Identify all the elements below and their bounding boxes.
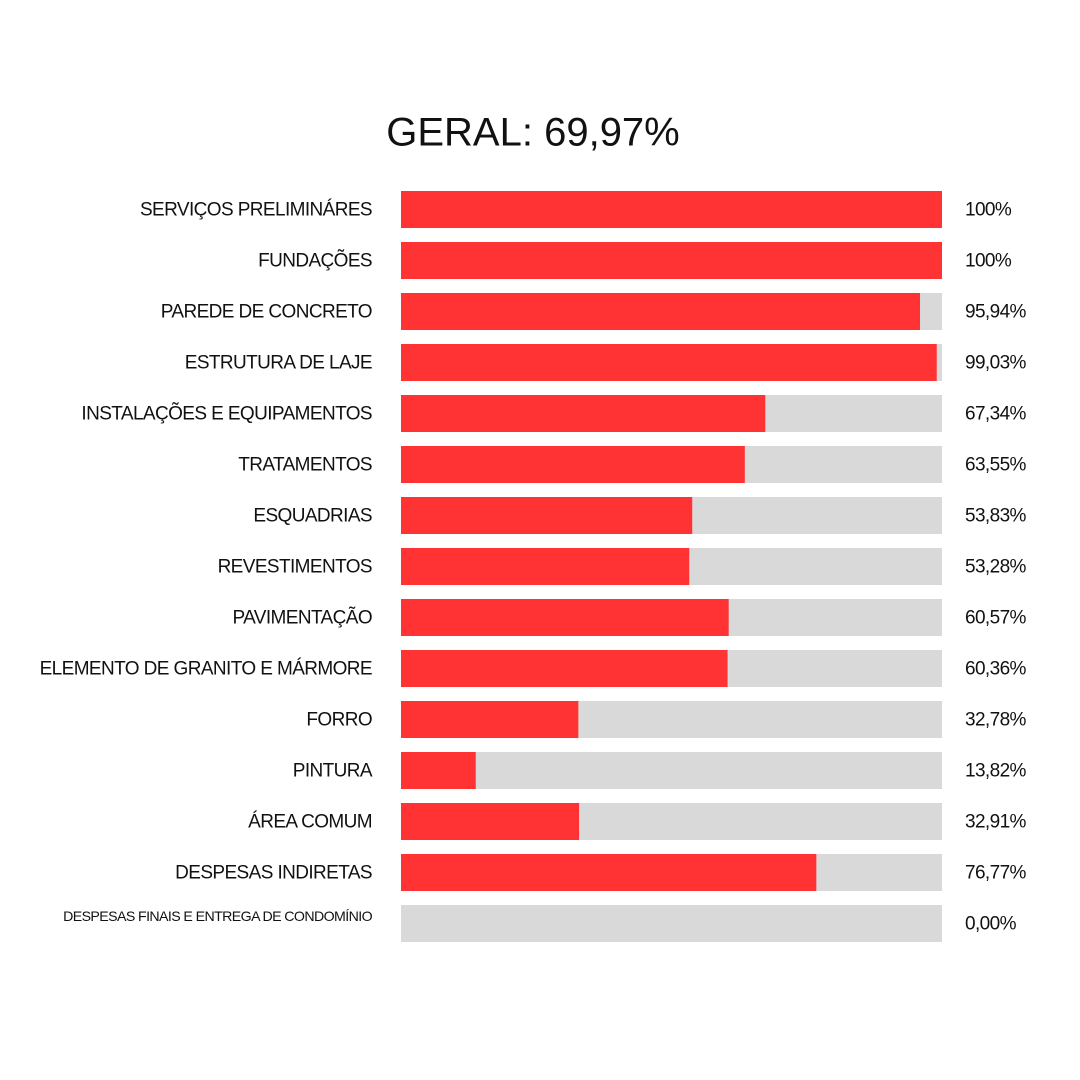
category-label: FUNDAÇÕES — [258, 250, 372, 272]
value-label: 32,78% — [965, 710, 1027, 731]
value-label: 53,83% — [965, 506, 1027, 527]
bar — [401, 650, 728, 687]
value-label: 99,03% — [965, 353, 1027, 374]
category-label: REVESTIMENTOS — [218, 557, 372, 578]
category-label: PAREDE DE CONCRETO — [161, 302, 372, 323]
bar — [401, 548, 690, 585]
category-label: ESTRUTURA DE LAJE — [185, 353, 372, 374]
bar — [401, 599, 729, 636]
bar — [401, 242, 942, 279]
category-label: PAVIMENTAÇÃO — [232, 607, 372, 629]
value-label: 76,77% — [965, 863, 1027, 884]
category-label: ÁREA COMUM — [248, 812, 372, 833]
track — [401, 752, 942, 789]
value-label: 100% — [965, 200, 1012, 221]
bar — [401, 395, 766, 432]
chart-title: GERAL: 69,97% — [386, 111, 680, 155]
value-label: 53,28% — [965, 557, 1027, 578]
value-label: 63,55% — [965, 455, 1027, 476]
category-label: ESQUADRIAS — [253, 506, 372, 527]
value-label: 67,34% — [965, 404, 1027, 425]
value-label: 13,82% — [965, 761, 1027, 782]
bar — [401, 854, 817, 891]
category-label: DESPESAS INDIRETAS — [175, 863, 372, 884]
category-label: TRATAMENTOS — [238, 455, 372, 476]
bar — [401, 344, 937, 381]
value-label: 32,91% — [965, 812, 1027, 833]
value-label: 60,36% — [965, 659, 1027, 680]
category-label: ELEMENTO DE GRANITO E MÁRMORE — [40, 659, 372, 680]
value-label: 60,57% — [965, 608, 1027, 629]
value-label: 95,94% — [965, 302, 1027, 323]
category-label: PINTURA — [293, 761, 373, 782]
bar — [401, 497, 693, 534]
bar — [401, 293, 921, 330]
track — [401, 905, 942, 942]
bar — [401, 803, 580, 840]
category-label: INSTALAÇÕES E EQUIPAMENTOS — [81, 403, 372, 425]
bar — [401, 446, 745, 483]
category-label: SERVIÇOS PRELIMINÁRES — [140, 200, 372, 221]
bar — [401, 191, 942, 228]
value-label: 0,00% — [965, 914, 1017, 935]
value-label: 100% — [965, 251, 1012, 272]
category-label: FORRO — [306, 710, 372, 731]
bar — [401, 701, 579, 738]
category-label: DESPESAS FINAIS E ENTREGA DE CONDOMÍNIO — [63, 908, 372, 925]
bar — [401, 752, 476, 789]
